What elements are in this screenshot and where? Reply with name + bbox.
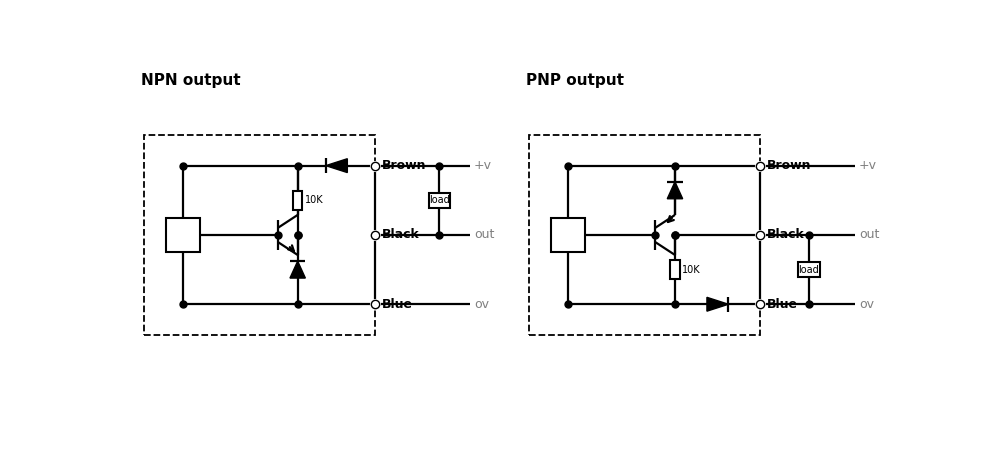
Bar <box>429 193 450 208</box>
Bar <box>798 262 820 277</box>
Bar <box>293 191 302 210</box>
Text: Brown: Brown <box>382 159 426 172</box>
Bar <box>166 218 200 252</box>
Polygon shape <box>290 261 305 278</box>
Polygon shape <box>326 159 347 173</box>
Text: out: out <box>474 229 494 242</box>
Text: +v: +v <box>859 159 877 172</box>
Bar <box>670 260 680 279</box>
Bar <box>529 135 760 335</box>
Text: load: load <box>429 195 450 205</box>
Text: ov: ov <box>859 298 874 311</box>
Text: load: load <box>799 265 819 274</box>
Polygon shape <box>707 297 728 311</box>
Text: out: out <box>859 229 879 242</box>
Text: NPN output: NPN output <box>141 73 241 88</box>
Text: Blue: Blue <box>382 298 413 311</box>
Text: +v: +v <box>474 159 492 172</box>
Text: PNP output: PNP output <box>526 73 624 88</box>
Bar <box>144 135 375 335</box>
Text: 10K: 10K <box>305 195 323 205</box>
Text: Black: Black <box>382 229 419 242</box>
Text: ov: ov <box>474 298 489 311</box>
Text: Black: Black <box>767 229 804 242</box>
Bar <box>551 218 585 252</box>
Text: Blue: Blue <box>767 298 798 311</box>
Polygon shape <box>667 182 683 199</box>
Text: 10K: 10K <box>682 265 701 274</box>
Text: Brown: Brown <box>767 159 811 172</box>
